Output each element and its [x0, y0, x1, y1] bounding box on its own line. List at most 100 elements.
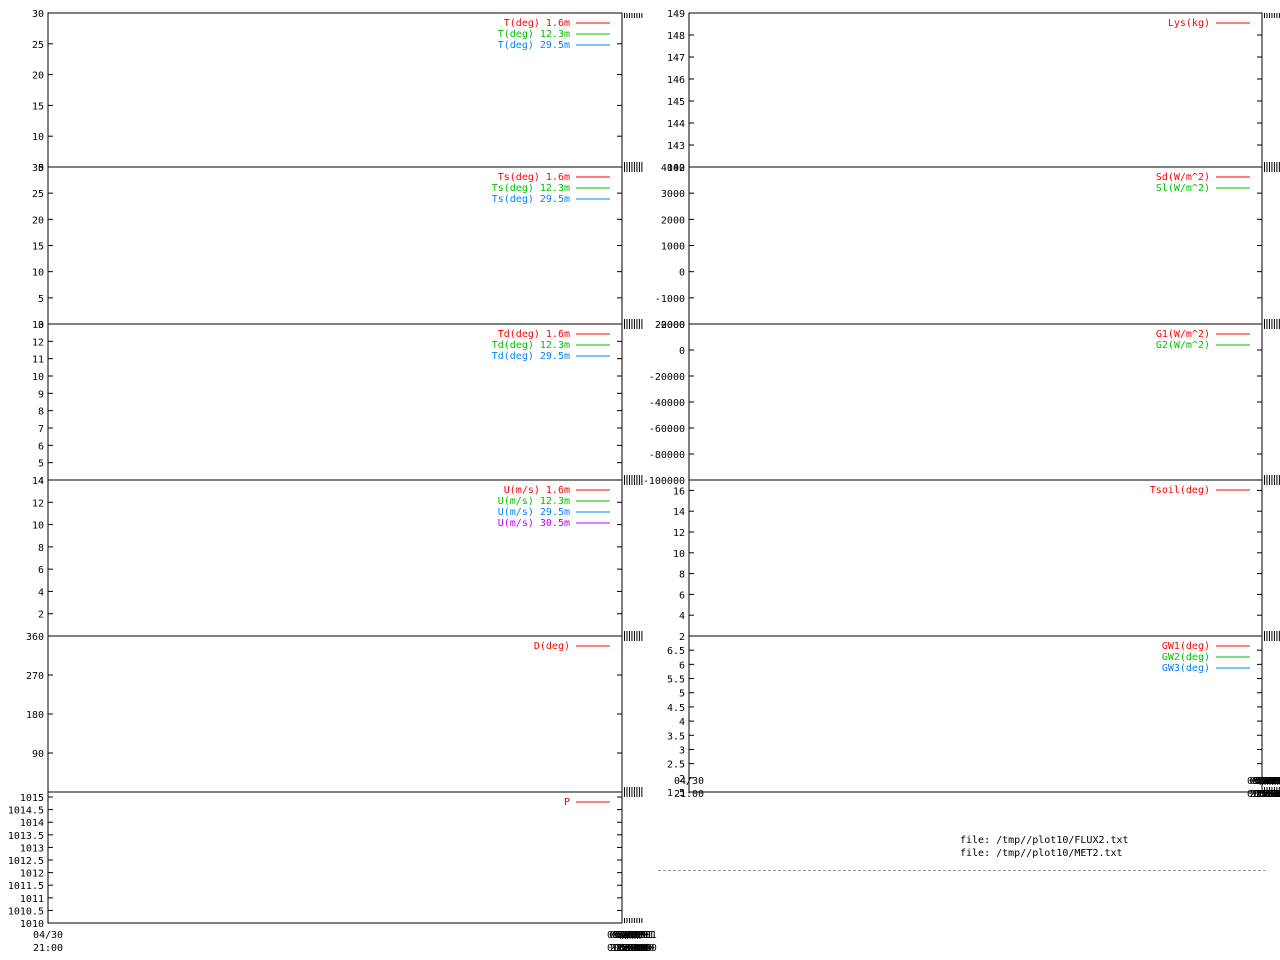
legend-label-ts-2: Ts(deg) 29.5m	[492, 194, 570, 205]
ytick-label-tsoil: 2	[679, 632, 685, 643]
ytick-label-gw: 2	[679, 774, 685, 785]
legend-label-gw-2: GW3(deg)	[1162, 663, 1210, 674]
legend-label-d-0: D(deg)	[534, 641, 570, 652]
ytick-label-lys: 145	[667, 97, 685, 108]
ytick-label-t: 20	[32, 71, 44, 82]
ytick-label-lys: 143	[667, 141, 685, 152]
ytick-label-sd: 3000	[661, 189, 685, 200]
ytick-label-lys: 147	[667, 53, 685, 64]
xtick-label-date: 05/01	[1252, 776, 1280, 787]
xtick-label-date: 05/01	[609, 930, 639, 941]
legend-label-t-1: T(deg) 12.3m	[498, 29, 570, 40]
ytick-label-ts: 25	[32, 189, 44, 200]
xtick-label-date: 04/30	[33, 930, 63, 941]
ytick-label-u: 6	[38, 565, 44, 576]
ytick-label-p: 1015	[20, 793, 44, 804]
xtick-label-date: 05/01	[1257, 776, 1280, 787]
ytick-label-tsoil: 14	[673, 507, 685, 518]
legend-label-u-2: U(m/s) 29.5m	[498, 507, 570, 518]
ytick-label-t: 15	[32, 101, 44, 112]
xtick-label-date: 05/02	[1247, 776, 1277, 787]
ytick-label-ts: 10	[32, 268, 44, 279]
panel-g: -100000 -80000 -60000 -40000 -20000 0 20000 G1(…	[643, 320, 1280, 487]
frame-p	[47, 791, 623, 924]
xtick-label-date: 05/01	[612, 930, 642, 941]
ytick-label-p: 1014	[20, 818, 44, 829]
xtick-label-time: 00:00	[607, 943, 637, 954]
ytick-label-u: 12	[32, 498, 44, 509]
ytick-label-t: 25	[32, 40, 44, 51]
x-axis-labels-left: 04/30 21:00 05/01 00:00 05/01 03:00 05/01 06:00…	[33, 930, 657, 954]
ytick-label-lys: 148	[667, 31, 685, 42]
ytick-label-u: 10	[32, 521, 44, 532]
ytick-label-ts: 5	[38, 294, 44, 305]
xtick-label-date: 05/01	[1259, 776, 1280, 787]
ytick-label-td: 5	[38, 459, 44, 470]
xtick-label-time: 12:00	[617, 943, 647, 954]
panel-gw: 1.5 2 2.5 3 3.5 4 4.5 5 5.5 6 6.5 GW1(deg)GW2(deg)G…	[667, 635, 1280, 799]
ytick-label-u: 4	[38, 587, 44, 598]
ytick-label-p: 1011	[20, 894, 44, 905]
ytick-label-tsoil: 8	[679, 570, 685, 581]
xtick-label-date: 04/30	[674, 776, 704, 787]
legend-label-g-1: G2(W/m^2)	[1156, 340, 1210, 351]
frame-gw	[688, 635, 1263, 793]
ytick-label-lys: 149	[667, 9, 685, 20]
ytick-label-lys: 142	[667, 163, 685, 174]
ytick-label-g: 0	[679, 346, 685, 357]
legend-label-u-0: U(m/s) 1.6m	[504, 485, 570, 496]
ytick-label-u: 2	[38, 610, 44, 621]
ytick-label-td: 10	[32, 372, 44, 383]
xtick-label-date: 05/01	[1267, 776, 1280, 787]
panel-lys: 142 143 144 145 146 147 148 149 Lys(kg)	[667, 9, 1280, 174]
file-line-flux: file: /tmp//plot10/FLUX2.txt	[960, 835, 1129, 846]
ytick-label-td: 8	[38, 407, 44, 418]
ytick-label-g: -40000	[649, 398, 685, 409]
xtick-label-time: 12:00	[1257, 789, 1280, 800]
xtick-label-time: 06:00	[1262, 789, 1280, 800]
ytick-label-sd: 1000	[661, 242, 685, 253]
legend-label-ts-0: Ts(deg) 1.6m	[498, 172, 570, 183]
dashed-separator	[658, 870, 1266, 871]
xtick-label-time: 09:00	[1259, 789, 1280, 800]
ytick-label-p: 1010	[20, 919, 44, 930]
ytick-label-lys: 146	[667, 75, 685, 86]
xtick-label-time: 21:00	[609, 943, 639, 954]
xtick-label-time: 21:00	[674, 789, 704, 800]
ytick-label-sd: -1000	[655, 294, 685, 305]
legend-label-lys-0: Lys(kg)	[1168, 18, 1210, 29]
ytick-label-p: 1011.5	[8, 881, 44, 892]
legend-label-t-0: T(deg) 1.6m	[504, 18, 570, 29]
xtick-label-time: 00:00	[1247, 789, 1277, 800]
ytick-label-d: 360	[26, 632, 44, 643]
ytick-label-d: 180	[26, 710, 44, 721]
ytick-label-p: 1014.5	[8, 806, 44, 817]
xtick-label-date: 05/01	[614, 930, 644, 941]
ytick-label-sd: 2000	[661, 215, 685, 226]
xtick-label-date: 05/01	[619, 930, 649, 941]
ytick-label-tsoil: 4	[679, 611, 685, 622]
ytick-label-lys: 144	[667, 119, 685, 130]
panel-d: 90 180 270 360 D(deg)	[26, 632, 643, 793]
legend-label-td-0: Td(deg) 1.6m	[498, 329, 570, 340]
legend-label-sd-0: Sd(W/m^2)	[1156, 172, 1210, 183]
legend-label-gw-0: GW1(deg)	[1162, 641, 1210, 652]
ytick-label-tsoil: 6	[679, 590, 685, 601]
ytick-label-p: 1013	[20, 843, 44, 854]
ytick-label-td: 4	[38, 476, 44, 487]
xtick-label-time: 21:00	[33, 943, 63, 954]
ytick-label-p: 1012	[20, 869, 44, 880]
xtick-label-time: 03:00	[1264, 789, 1280, 800]
ytick-label-ts: 20	[32, 215, 44, 226]
ytick-label-g: -100000	[643, 476, 685, 487]
ytick-label-p: 1012.5	[8, 856, 44, 867]
frame-d	[47, 635, 623, 793]
ytick-label-gw: 1.5	[667, 788, 685, 799]
ytick-label-gw: 5.5	[667, 675, 685, 686]
ytick-label-td: 13	[32, 320, 44, 331]
